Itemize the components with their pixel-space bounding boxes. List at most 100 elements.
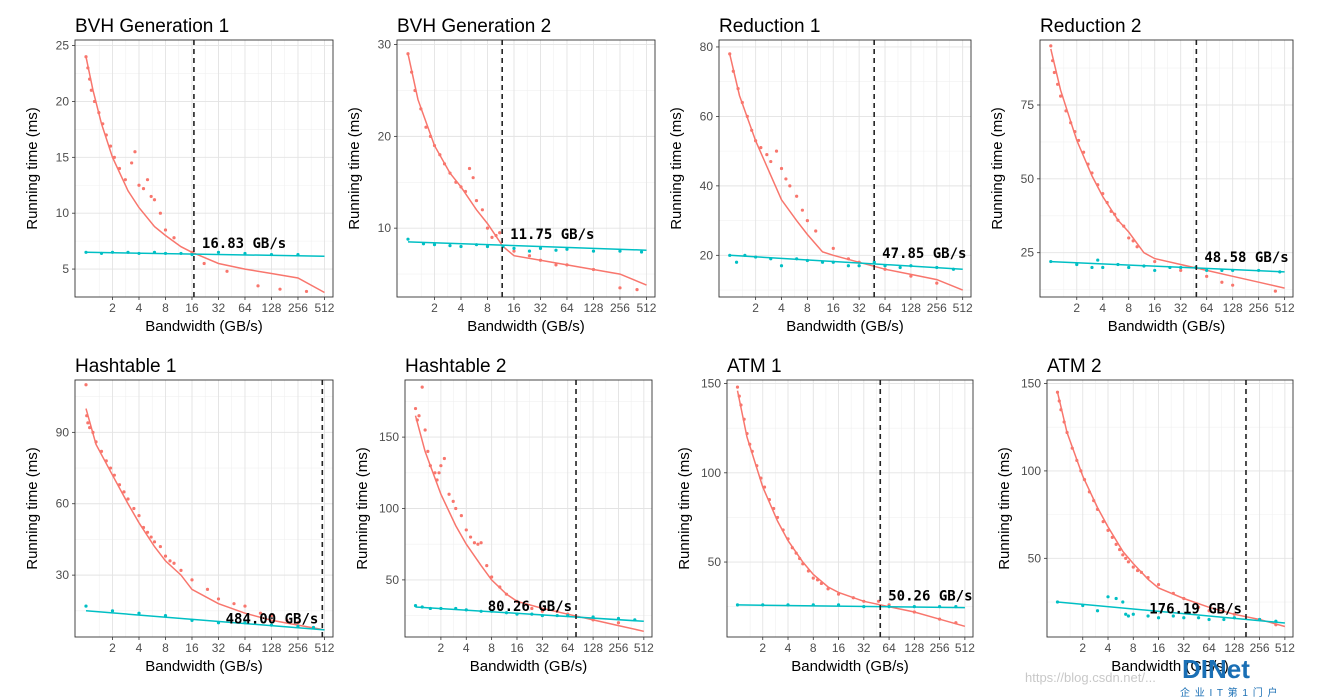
y-tick-label: 30 [56, 568, 70, 582]
fit-line [85, 610, 325, 631]
data-point [130, 161, 134, 165]
data-point [285, 618, 289, 622]
data-point [1207, 609, 1211, 613]
data-point [480, 208, 484, 212]
chart-title: Hashtable 1 [75, 356, 176, 377]
data-point [909, 274, 913, 278]
x-tick-label: 512 [953, 301, 973, 315]
data-point [258, 611, 263, 615]
data-point [304, 289, 309, 294]
chart-title: Reduction 1 [719, 16, 820, 37]
data-point [554, 263, 558, 267]
data-point [442, 456, 446, 461]
fit-line [407, 241, 647, 251]
data-point [1273, 289, 1277, 293]
data-point [1124, 556, 1128, 560]
y-tick-label: 20 [378, 129, 392, 143]
data-point [1179, 268, 1183, 273]
plot-border [1046, 379, 1294, 638]
y-axis-label: Running time (ms) [668, 107, 685, 230]
data-point [451, 499, 455, 503]
x-tick-label: 512 [1275, 301, 1295, 315]
x-tick-label: 2 [752, 301, 759, 315]
y-tick-label: 5 [62, 262, 69, 276]
data-point [243, 604, 247, 608]
fit-line [407, 53, 647, 286]
data-point [1135, 245, 1139, 249]
data-point [1114, 542, 1118, 546]
x-tick-label: 32 [536, 641, 550, 655]
x-tick-label: 64 [1200, 301, 1214, 315]
x-axis-label: Bandwidth (GB/s) [1108, 318, 1226, 335]
data-point [232, 602, 236, 606]
data-point [137, 611, 141, 615]
y-tick-label: 100 [379, 502, 399, 516]
data-point [1156, 616, 1161, 620]
fit-line [729, 254, 963, 270]
data-point [439, 464, 443, 468]
data-point [86, 421, 90, 425]
data-point [168, 559, 172, 563]
y-tick-label: 15 [56, 150, 70, 164]
data-point [137, 183, 141, 187]
x-tick-label: 64 [560, 301, 574, 315]
data-point [735, 385, 740, 389]
data-point [1106, 595, 1110, 599]
x-axis-label: Bandwidth (GB/s) [467, 318, 585, 335]
chart-panel-6: 2 4 8 16 32 64 128 256 512 50 100 150 80.26 GB/s Hash… [354, 356, 654, 675]
data-point [137, 514, 141, 518]
data-point [538, 246, 543, 250]
series-1 [1055, 390, 1286, 628]
data-point [1220, 280, 1224, 284]
plot-area [75, 380, 333, 637]
x-tick-label: 64 [238, 641, 252, 655]
data-point [454, 506, 458, 511]
chart-title: Hashtable 2 [405, 356, 506, 377]
data-point [635, 288, 639, 292]
y-tick-label: 80 [700, 40, 714, 54]
data-point [1095, 609, 1100, 613]
fit-line [85, 408, 325, 631]
x-tick-label: 16 [1152, 641, 1166, 655]
chart-title: Reduction 2 [1040, 16, 1141, 37]
x-tick-label: 64 [238, 301, 252, 315]
data-point [774, 149, 779, 153]
x-tick-label: 8 [484, 301, 491, 315]
data-point [467, 166, 472, 171]
data-point [1121, 600, 1125, 604]
data-point [420, 385, 424, 389]
x-tick-label: 4 [785, 641, 792, 655]
y-tick-label: 50 [1021, 172, 1035, 186]
x-tick-label: 32 [857, 641, 871, 655]
plot-border [396, 39, 656, 298]
x-axis-label: Bandwidth (GB/s) [145, 318, 263, 335]
x-tick-label: 16 [827, 301, 841, 315]
data-point [202, 261, 206, 266]
y-axis-label: Running time (ms) [24, 107, 41, 230]
crossover-label: 484.00 GB/s [226, 612, 319, 628]
x-tick-label: 8 [488, 641, 495, 655]
y-axis-label: Running time (ms) [996, 447, 1013, 570]
series-2 [735, 603, 965, 609]
data-point [616, 621, 621, 625]
data-point [831, 246, 835, 250]
y-tick-label: 30 [378, 38, 392, 52]
data-point [935, 281, 939, 285]
data-point [84, 604, 88, 608]
x-tick-label: 512 [634, 641, 654, 655]
data-point [872, 260, 876, 264]
x-tick-label: 32 [212, 641, 226, 655]
y-axis-label: Running time (ms) [346, 107, 363, 230]
data-point [432, 243, 437, 247]
chart-panel-1: 2 4 8 16 32 64 128 256 512 5 10 15 20 25 16.83 GB/s BVH… [24, 16, 335, 335]
data-point [769, 159, 773, 164]
y-axis-label: Running time (ms) [989, 107, 1006, 230]
data-point [278, 287, 282, 291]
data-point [424, 125, 428, 129]
x-tick-label: 8 [162, 301, 169, 315]
y-tick-label: 100 [701, 466, 721, 480]
y-tick-label: 20 [56, 94, 70, 108]
crossover-label: 16.83 GB/s [202, 236, 286, 252]
chart-title: ATM 2 [1047, 356, 1102, 377]
x-tick-label: 256 [610, 301, 630, 315]
